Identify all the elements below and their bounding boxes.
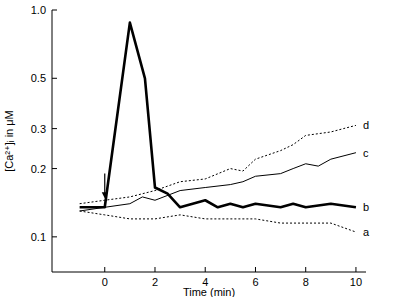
x-tick-label: 2 [152, 276, 158, 288]
x-tick [154, 267, 155, 272]
y-tick-label: 0.3 [31, 123, 46, 135]
x-axis-label: Time (min) [183, 286, 235, 297]
plot-area [80, 23, 356, 232]
x-tick [255, 267, 256, 272]
series-label: d [363, 119, 369, 131]
y-tick [52, 128, 57, 129]
series-line [80, 211, 356, 232]
series-label: a [363, 226, 370, 238]
series-label: c [363, 147, 369, 159]
x-tick [355, 267, 356, 272]
series-line [80, 125, 356, 203]
x-tick-label: 10 [350, 276, 362, 288]
arrow-head [102, 192, 108, 198]
y-tick [52, 78, 57, 79]
series-line [80, 23, 356, 208]
arrow-shaft [104, 174, 105, 194]
y-tick [52, 168, 57, 169]
x-tick [104, 267, 105, 272]
chart: 0.10.20.30.51.00246810Time (min)[Ca²⁺]ᵢ … [0, 0, 395, 297]
x-tick-label: 0 [102, 276, 108, 288]
series-line [80, 153, 356, 211]
series-label: b [363, 201, 369, 213]
y-tick-label: 0.5 [31, 72, 46, 84]
y-tick-label: 0.2 [31, 163, 46, 175]
x-tick-label: 8 [303, 276, 309, 288]
x-tick-label: 6 [252, 276, 258, 288]
x-axis [52, 272, 366, 273]
x-tick [305, 267, 306, 272]
y-axis [52, 10, 53, 272]
y-tick-label: 0.1 [31, 231, 46, 243]
y-tick [52, 10, 57, 11]
x-tick [205, 267, 206, 272]
y-tick-label: 1.0 [31, 4, 46, 16]
y-tick [52, 236, 57, 237]
y-axis-label: [Ca²⁺]ᵢ in μM [3, 110, 15, 172]
